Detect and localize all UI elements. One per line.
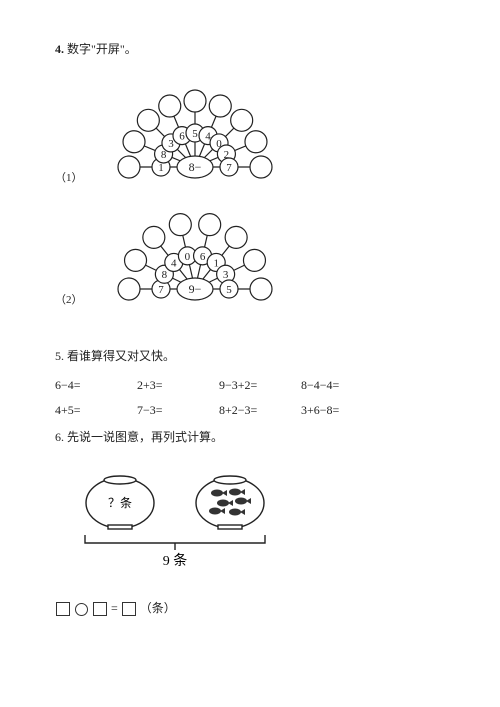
svg-text:1: 1 — [213, 257, 219, 269]
svg-text:8: 8 — [161, 269, 167, 281]
svg-text:4: 4 — [171, 257, 177, 269]
svg-text:7: 7 — [158, 284, 164, 296]
svg-text:5: 5 — [226, 284, 232, 296]
q4-text: 数字"开屏"。 — [67, 42, 137, 56]
q5-section: 5. 看谁算得又对又快。 6−4=2+3=9−3+2=8−4−4= 4+5=7−3… — [55, 347, 445, 418]
equation-row: 4+5=7−3=8+2−3=3+6−8= — [55, 403, 445, 418]
svg-text:0: 0 — [184, 251, 190, 263]
equation: 2+3= — [137, 378, 219, 393]
svg-text:5: 5 — [192, 128, 198, 140]
q4-number: 4. — [55, 42, 64, 56]
fan-diagram-2: （2） 7 840613 5 9− — [55, 203, 445, 307]
equation: 4+5= — [55, 403, 137, 418]
q5-number: 5. — [55, 349, 64, 363]
svg-text:9−: 9− — [188, 282, 201, 296]
answer-unit: （条） — [140, 601, 176, 615]
equals-sign: = — [111, 601, 118, 615]
q5-title: 5. 看谁算得又对又快。 — [55, 347, 445, 364]
equation: 3+6−8= — [301, 403, 383, 418]
svg-text:3: 3 — [168, 138, 174, 150]
fans-container: （1）1836540278−（2）784061359− — [55, 81, 445, 307]
svg-text:9 条: 9 条 — [163, 552, 188, 569]
equation: 7−3= — [137, 403, 219, 418]
svg-text:7: 7 — [226, 162, 232, 174]
answer-box — [93, 602, 107, 616]
svg-text:1: 1 — [158, 162, 164, 174]
q6-text: 先说一说图意，再列式计算。 — [67, 430, 223, 444]
equation: 8+2−3= — [219, 403, 301, 418]
equation: 6−4= — [55, 378, 137, 393]
svg-text:6: 6 — [199, 251, 205, 263]
answer-box — [122, 602, 136, 616]
answer-box — [56, 602, 70, 616]
operator-circle — [75, 603, 88, 616]
svg-text:6: 6 — [179, 131, 185, 143]
equation: 8−4−4= — [301, 378, 383, 393]
q5-rows: 6−4=2+3=9−3+2=8−4−4= 4+5=7−3=8+2−3=3+6−8= — [55, 378, 445, 418]
q5-text: 看谁算得又对又快。 — [67, 349, 175, 363]
q6-title: 6. 先说一说图意，再列式计算。 — [55, 428, 445, 445]
q4-title: 4. 数字"开屏"。 — [55, 40, 445, 57]
q6-number: 6. — [55, 430, 64, 444]
answer-line: = （条） — [55, 599, 445, 616]
fan-label: （1） — [55, 169, 83, 185]
svg-text:？条: ？条 — [108, 496, 132, 510]
bowl-svg: ？条 9 条 — [65, 465, 295, 575]
equation: 9−3+2= — [219, 378, 301, 393]
fan-label: （2） — [55, 291, 83, 307]
fan-diagram-1: （1）1836540278− — [55, 81, 445, 185]
equation-row: 6−4=2+3=9−3+2=8−4−4= — [55, 378, 445, 393]
bowl-figure: ？条 9 条 — [65, 465, 445, 579]
svg-text:8−: 8− — [188, 160, 201, 174]
svg-text:3: 3 — [222, 269, 228, 281]
